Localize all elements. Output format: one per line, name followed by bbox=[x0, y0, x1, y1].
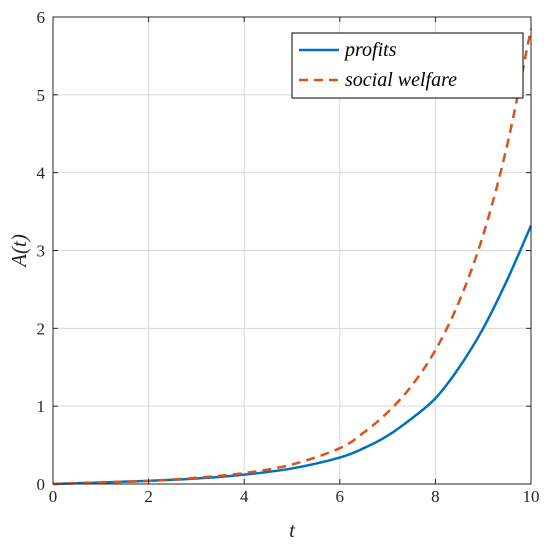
tick-labels: 0 2 4 6 8 10 0 1 2 3 4 5 6 bbox=[37, 8, 540, 506]
x-axis-label: t bbox=[289, 518, 296, 542]
x-tick-label: 6 bbox=[336, 487, 345, 506]
y-axis-label: A(t) bbox=[7, 234, 31, 269]
x-tick-label: 10 bbox=[523, 487, 540, 506]
y-tick-label: 5 bbox=[37, 86, 46, 105]
legend-label-profits: profits bbox=[343, 39, 397, 61]
legend: profits social welfare bbox=[291, 32, 524, 99]
y-tick-label: 1 bbox=[37, 397, 46, 416]
series-layer bbox=[52, 28, 533, 486]
y-tick-label: 2 bbox=[37, 319, 46, 338]
legend-box bbox=[291, 32, 524, 99]
x-tick-label: 2 bbox=[144, 487, 153, 506]
y-tick-label: 0 bbox=[37, 475, 46, 494]
x-tick-label: 0 bbox=[49, 487, 58, 506]
tick-marks bbox=[52, 16, 532, 485]
y-tick-label: 6 bbox=[37, 8, 46, 27]
legend-label-social-welfare: social welfare bbox=[345, 69, 457, 91]
x-tick-label: 4 bbox=[240, 487, 249, 506]
x-tick-label: 8 bbox=[431, 487, 440, 506]
y-tick-label: 4 bbox=[37, 164, 46, 183]
y-tick-label: 3 bbox=[37, 242, 46, 261]
